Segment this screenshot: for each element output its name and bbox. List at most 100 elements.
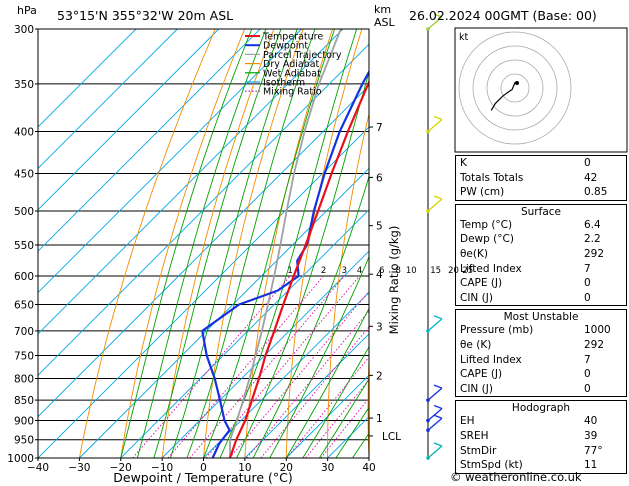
wind-barb-dot <box>426 329 430 333</box>
isotherm-line <box>38 43 369 376</box>
mixing-ratio-label: 20 <box>448 266 459 276</box>
hodograph-ring <box>486 59 544 117</box>
wet-adiabat-line <box>153 29 282 458</box>
surface-title: Surface <box>520 205 561 218</box>
mixing-ratio-line <box>189 275 345 458</box>
legend-label: Parcel Trajectory <box>263 50 342 61</box>
legend-label: Dry Adiabat <box>263 59 320 70</box>
table-row: Totals Totals 42 <box>460 171 598 184</box>
km-tick-label: 6 <box>376 172 383 184</box>
legend-label: Temperature <box>262 32 323 43</box>
table-row: PW (cm) 0.85 <box>460 186 608 199</box>
legend-label: Mixing Ratio <box>263 87 322 98</box>
lcl-label: LCL <box>382 431 401 443</box>
mixing-ratio-label: 25 <box>462 266 473 276</box>
mixing-ratio-labels: 1 2 3 4 6 8 10 15 20 25 <box>287 266 473 276</box>
isotherm-line <box>38 29 344 335</box>
wind-barb-dot <box>426 398 430 402</box>
km-tick-label: 3 <box>376 321 383 333</box>
hodograph-unit-label: kt <box>459 32 469 43</box>
wind-barbs <box>426 13 443 460</box>
pressure-tick-label: 550 <box>14 240 34 252</box>
wind-barb-feather <box>433 195 443 200</box>
isotherm-line <box>38 29 220 211</box>
mixing-ratio-label: 2 <box>321 266 326 276</box>
table-row: StmSpd (kt) 11 <box>460 459 598 472</box>
table-row: Lifted Index 7 <box>460 262 591 275</box>
table-row: CIN (J) 0 <box>460 382 591 395</box>
most-unstable-table: Most Unstable Pressure (mb) 1000 θe (K) 29… <box>455 309 627 398</box>
axes: 3003504004505005506006507007508008509009… <box>7 24 375 474</box>
wind-barb <box>427 407 443 421</box>
table-row: Pressure (mb) 1000 <box>460 324 611 337</box>
temperature-tick-label: 10 <box>238 462 251 474</box>
wind-barb-dot <box>426 428 430 433</box>
table-row: CAPE (J) 0 <box>460 277 591 290</box>
pressure-tick-label: 650 <box>14 300 34 312</box>
wind-barb <box>427 417 443 431</box>
wet-adiabat-line <box>203 29 336 458</box>
table-row: θe(K) 292 <box>460 247 605 260</box>
km-tick-label: 2 <box>376 370 383 382</box>
mixing-ratio-line <box>260 326 369 458</box>
wet-adiabat-line <box>252 174 369 458</box>
wind-barb-dot <box>426 209 430 213</box>
pressure-tick-label: 400 <box>14 127 34 139</box>
wind-barb-feather <box>433 404 443 410</box>
legend-label: Wet Adiabat <box>263 68 321 79</box>
temperature-tick-label: −40 <box>27 462 49 474</box>
dry-adiabat-line <box>407 29 450 458</box>
dry-adiabat-line <box>285 29 363 458</box>
legend-label: Dewpoint <box>263 41 308 52</box>
wet-adiabat-line <box>186 29 316 458</box>
wind-barb-feather <box>433 315 443 320</box>
series-dewpoint <box>201 69 369 458</box>
asl-unit-label: ASL <box>374 16 396 29</box>
surface-table: Surface Temp (°C) 6.4 Dewp (°C) 2.2 θe(K) 2… <box>455 203 627 307</box>
isotherm-line <box>203 291 369 458</box>
hpa-unit-label: hPa <box>17 4 37 17</box>
table-row: SREH 39 <box>460 429 598 442</box>
km-unit-label: km <box>374 3 391 16</box>
km-tick-label: 7 <box>376 122 383 134</box>
isotherm-line <box>38 29 178 170</box>
wet-adiabat-line <box>269 255 369 458</box>
isotherm-line <box>38 126 369 458</box>
table-row: CIN (J) 0 <box>460 291 591 304</box>
hodograph: kt <box>454 27 628 153</box>
background-lines <box>38 29 450 458</box>
wind-barb-feather <box>433 13 443 18</box>
isotherm-line <box>244 333 369 458</box>
wet-adiabat-line <box>285 307 369 458</box>
isotherm-line <box>38 29 137 128</box>
pressure-tick-label: 800 <box>14 373 34 385</box>
most-unstable-title: Most Unstable <box>503 311 579 324</box>
km-tick-label: 4 <box>376 269 383 281</box>
dry-adiabat-line <box>367 349 369 458</box>
hodograph-frame <box>454 27 628 153</box>
wind-barb-dot <box>426 456 430 460</box>
mixing-ratio-label: 8 <box>396 266 401 276</box>
isotherm-line <box>285 374 369 458</box>
table-row: Dewp (°C) 2.2 <box>460 233 601 246</box>
mixing-ratio-label: 3 <box>342 266 347 276</box>
table-row: EH 40 <box>460 415 598 428</box>
wind-barb <box>427 198 443 212</box>
dry-adiabat-line <box>120 29 246 458</box>
hodograph-title: Hodograph <box>511 402 571 415</box>
dry-adiabat-line <box>78 29 216 458</box>
temperature-tick-label: 0 <box>200 462 207 474</box>
wind-barb-feather <box>433 384 443 389</box>
table-row: Temp (°C) 6.4 <box>460 218 601 231</box>
table-row: StmDir 77° <box>460 444 603 457</box>
pressure-tick-label: 600 <box>14 271 34 283</box>
mixing-ratio-line <box>167 275 324 458</box>
isotherm-line <box>79 167 369 458</box>
table-row: θe (K) 292 <box>460 338 605 351</box>
hodograph-storm-marker <box>515 81 519 85</box>
mixing-ratio-line <box>320 397 369 458</box>
